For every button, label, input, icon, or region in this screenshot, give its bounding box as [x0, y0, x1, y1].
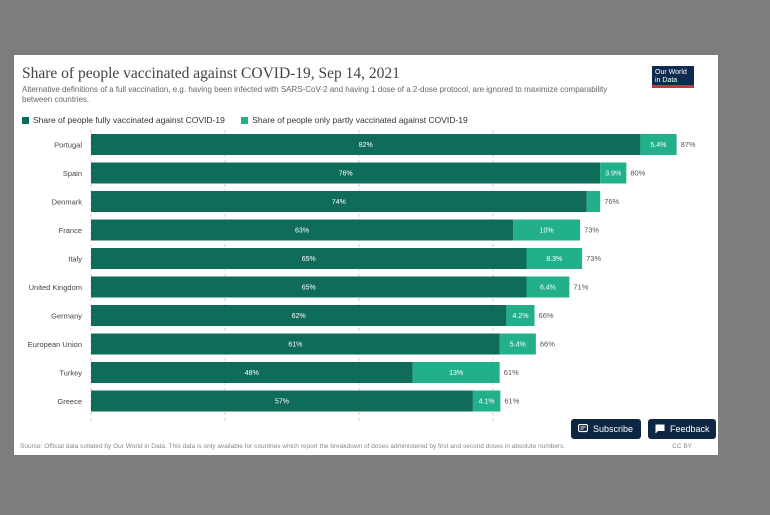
bar-fully-vaccinated — [91, 248, 527, 269]
legend-swatch-partial — [241, 117, 249, 124]
bar-value-label: 3.9% — [605, 171, 621, 178]
bar-value-label: 65% — [302, 256, 316, 263]
bar-value-label: 5.4% — [510, 342, 526, 349]
bar-partly-vaccinated — [640, 134, 677, 155]
bar-fully-vaccinated — [91, 390, 473, 412]
logo-line-2: in Data — [655, 77, 678, 84]
bar-fully-vaccinated — [91, 362, 413, 383]
bar-value-label: 8.3% — [546, 256, 562, 263]
bar-partly-vaccinated — [472, 390, 501, 412]
bar-value-label: 13% — [449, 370, 463, 377]
chart-subtitle: Alternative definitions of a full vaccin… — [22, 85, 608, 104]
category-label: Italy — [68, 255, 82, 264]
bar-value-label: 82% — [359, 142, 373, 149]
x-tick-label: 60% — [489, 429, 507, 430]
bar-total-label: 80% — [630, 169, 645, 178]
logo-line-1: Our World — [655, 69, 687, 76]
category-label: European Union — [28, 340, 82, 349]
source-note: Source: Official data collated by Our Wo… — [20, 443, 566, 450]
bar-fully-vaccinated — [91, 219, 514, 241]
bar-partly-vaccinated — [526, 248, 583, 269]
category-label: United Kingdom — [29, 283, 82, 292]
bar-value-label: 61% — [288, 342, 302, 349]
message-icon — [655, 424, 665, 434]
bar-partly-vaccinated — [506, 305, 535, 326]
bar-total-label: 73% — [584, 226, 599, 235]
bar-total-label: 71% — [573, 283, 588, 292]
x-tick-label: 40% — [355, 429, 373, 430]
legend-swatch-full — [22, 117, 29, 124]
category-label: Germany — [51, 312, 82, 321]
bar-fully-vaccinated — [91, 276, 527, 298]
legend-label-partial: Share of people only partly vaccinated a… — [252, 115, 468, 125]
bar-value-label: 6.4% — [540, 285, 556, 292]
category-label: Spain — [63, 169, 82, 178]
bar-fully-vaccinated — [91, 191, 587, 212]
bar-total-label: 61% — [504, 397, 519, 406]
bar-fully-vaccinated — [91, 333, 500, 355]
chart-title: Share of people vaccinated against COVID… — [22, 65, 400, 82]
license-link[interactable]: CC BY — [672, 443, 692, 450]
bar-total-label: 66% — [540, 340, 555, 349]
bar-value-label: 4.1% — [479, 399, 495, 406]
bar-total-label: 66% — [539, 311, 554, 320]
bar-fully-vaccinated — [91, 305, 507, 326]
bar-value-label: 65% — [302, 285, 316, 292]
category-label: Denmark — [52, 198, 83, 207]
bar-value-label: 76% — [339, 171, 353, 178]
bar-value-label: 5.4% — [651, 142, 667, 149]
stacked-bar-chart: 0% 20% 40% 60% Portugal 82% 5.4% 87% Spain 76% 3.9… — [28, 130, 696, 430]
legend-label-full: Share of people fully vaccinated against… — [33, 115, 225, 125]
bar-partly-vaccinated — [600, 162, 627, 184]
bar-value-label: 63% — [295, 228, 309, 235]
feedback-button[interactable]: Feedback — [648, 419, 716, 439]
chat-icon — [578, 424, 588, 433]
category-label: Turkey — [59, 369, 82, 378]
subscribe-label: Subscribe — [593, 424, 634, 434]
bar-partly-vaccinated — [499, 333, 536, 355]
owid-logo[interactable]: Our World in Data — [652, 66, 694, 88]
x-tick-label: 0% — [91, 429, 104, 430]
bar-partly-vaccinated — [412, 362, 500, 383]
bar-value-label: 10% — [540, 228, 554, 235]
bar-partly-vaccinated — [586, 191, 601, 212]
x-tick-label: 20% — [221, 429, 239, 430]
bar-fully-vaccinated — [91, 162, 601, 184]
feedback-label: Feedback — [670, 424, 710, 434]
bar-total-label: 73% — [586, 254, 601, 263]
legend-item-full[interactable]: Share of people fully vaccinated against… — [22, 115, 225, 125]
bar-partly-vaccinated — [513, 219, 581, 241]
chart-card: Share of people vaccinated against COVID… — [14, 55, 718, 455]
bar-partly-vaccinated — [526, 276, 570, 298]
category-label: Portugal — [54, 141, 82, 150]
bar-total-label: 61% — [504, 368, 519, 377]
bar-value-label: 62% — [292, 313, 306, 320]
bar-value-label: 4.2% — [512, 313, 528, 320]
bar-value-label: 48% — [245, 370, 259, 377]
bar-total-label: 76% — [604, 197, 619, 206]
subscribe-button[interactable]: Subscribe — [571, 419, 641, 439]
bar-total-label: 87% — [681, 140, 696, 149]
category-label: Greece — [57, 397, 82, 406]
bar-fully-vaccinated — [91, 134, 641, 155]
bar-value-label: 57% — [275, 399, 289, 406]
legend-item-partial[interactable]: Share of people only partly vaccinated a… — [241, 115, 468, 125]
bar-value-label: 74% — [332, 199, 346, 206]
legend: Share of people fully vaccinated against… — [22, 115, 482, 125]
category-label: France — [59, 226, 82, 235]
